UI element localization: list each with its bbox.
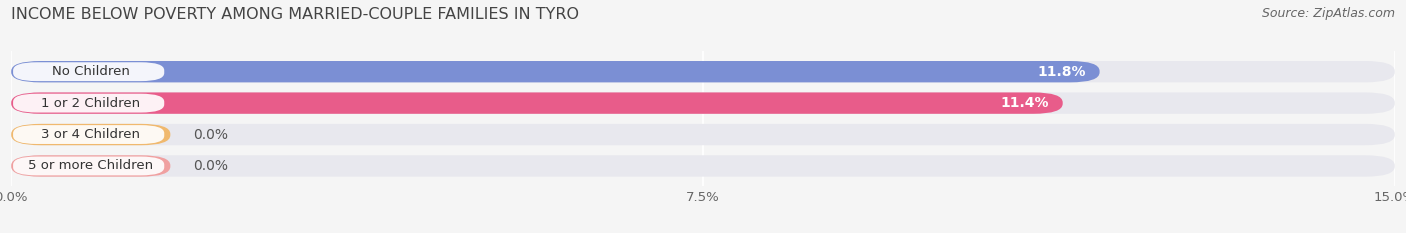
FancyBboxPatch shape: [13, 62, 165, 81]
Text: No Children: No Children: [52, 65, 129, 78]
FancyBboxPatch shape: [11, 124, 170, 145]
FancyBboxPatch shape: [11, 93, 1395, 114]
Text: 1 or 2 Children: 1 or 2 Children: [41, 97, 141, 110]
Text: 3 or 4 Children: 3 or 4 Children: [41, 128, 141, 141]
Text: Source: ZipAtlas.com: Source: ZipAtlas.com: [1261, 7, 1395, 20]
Text: 0.0%: 0.0%: [194, 159, 228, 173]
Text: 11.4%: 11.4%: [1001, 96, 1049, 110]
FancyBboxPatch shape: [11, 124, 1395, 145]
FancyBboxPatch shape: [11, 155, 1395, 177]
Text: 0.0%: 0.0%: [194, 127, 228, 141]
FancyBboxPatch shape: [11, 155, 170, 177]
FancyBboxPatch shape: [11, 61, 1395, 82]
FancyBboxPatch shape: [11, 93, 1063, 114]
Text: 5 or more Children: 5 or more Children: [28, 159, 153, 172]
Text: INCOME BELOW POVERTY AMONG MARRIED-COUPLE FAMILIES IN TYRO: INCOME BELOW POVERTY AMONG MARRIED-COUPL…: [11, 7, 579, 22]
FancyBboxPatch shape: [13, 157, 165, 175]
FancyBboxPatch shape: [11, 61, 1099, 82]
FancyBboxPatch shape: [13, 94, 165, 113]
Text: 11.8%: 11.8%: [1038, 65, 1085, 79]
FancyBboxPatch shape: [13, 125, 165, 144]
